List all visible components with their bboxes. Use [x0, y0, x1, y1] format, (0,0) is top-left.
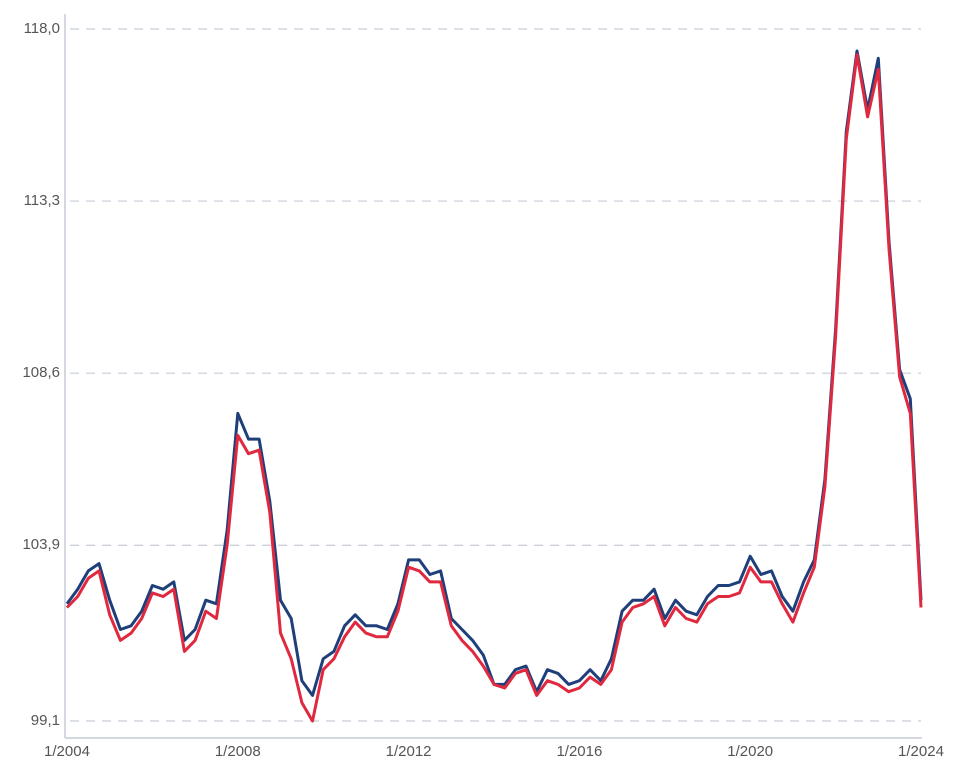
x-tick-label: 1/2008 [215, 743, 261, 760]
y-tick-label: 108,6 [22, 364, 60, 381]
y-tick-label: 113,3 [24, 192, 60, 209]
x-tick-label: 1/2024 [898, 743, 944, 760]
x-tick-label: 1/2004 [44, 743, 90, 760]
y-tick-label: 99,1 [31, 712, 60, 729]
x-tick-label: 1/2020 [727, 743, 773, 760]
x-tick-label: 1/2016 [556, 743, 602, 760]
x-tick-label: 1/2012 [386, 743, 432, 760]
y-tick-label: 118,0 [24, 20, 60, 37]
series-line [65, 53, 923, 723]
y-tick-label: 103,9 [22, 536, 60, 553]
